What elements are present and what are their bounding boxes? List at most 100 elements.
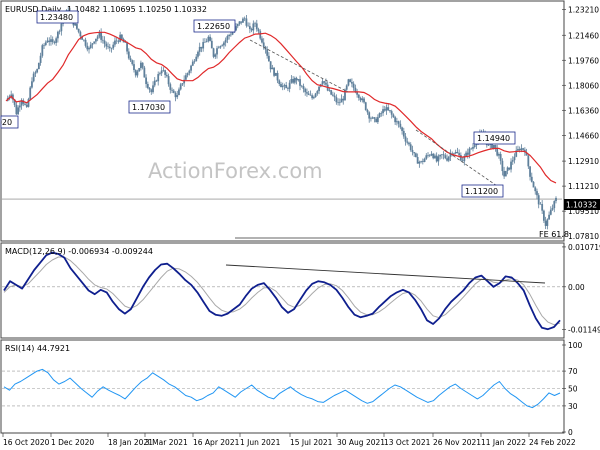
candle-body <box>195 56 198 62</box>
candle-body <box>226 36 229 40</box>
candle-body <box>306 92 308 94</box>
candle-body <box>202 42 205 49</box>
candle-body <box>207 36 210 42</box>
candle-body <box>60 23 63 32</box>
candle-body <box>420 161 422 162</box>
x-tick-label: 3 Mar 2021 <box>145 438 188 447</box>
candle-body <box>242 18 244 23</box>
annotation-low-2: 1.11200 <box>461 184 504 198</box>
price-y-axis: 1.23210 1.21460 1.19760 1.18060 1.16360 1.146… <box>562 6 599 241</box>
candle-body <box>518 149 521 151</box>
candle-body <box>162 70 165 71</box>
candle-body <box>378 113 381 118</box>
y-tick-label: 70 <box>568 367 578 376</box>
candle-body <box>440 154 443 155</box>
candle-body <box>411 149 414 153</box>
candle-body <box>37 62 40 70</box>
rsi-panel <box>0 339 565 434</box>
candle-body <box>492 145 495 149</box>
candle-body <box>546 219 549 226</box>
candle-body <box>333 95 336 98</box>
candle-body <box>549 209 552 215</box>
candle-body <box>361 98 364 101</box>
candle-body <box>271 67 274 70</box>
candle-body <box>15 104 18 115</box>
candle-body <box>98 32 101 37</box>
y-tick-label: 1.11210 <box>568 182 599 191</box>
candle-body <box>82 39 85 41</box>
annotation-low-1: 1.17030 <box>128 100 171 114</box>
watermark: ActionForex.com <box>148 159 323 183</box>
candle-body <box>470 148 473 150</box>
y-tick-label: 1.19760 <box>568 56 599 65</box>
y-tick-label: 0.00 <box>568 283 585 292</box>
candle-body <box>278 80 281 85</box>
candle-body <box>143 67 146 78</box>
candle-body <box>53 42 56 43</box>
candle-body <box>155 80 158 82</box>
candle-body <box>285 85 288 89</box>
macd-y-axis: 0.010719 0.00 -0.011499 <box>562 243 600 335</box>
candle-body <box>107 46 109 48</box>
moving-average-line <box>5 31 557 184</box>
candle-body <box>27 99 30 107</box>
candle-body <box>240 21 243 23</box>
candle-body <box>297 79 300 81</box>
candle-body <box>108 46 111 48</box>
candle-body <box>12 94 14 100</box>
x-tick-label: 26 Nov 2021 <box>433 438 481 447</box>
candle-body <box>13 99 16 105</box>
candle-body <box>283 85 286 86</box>
rsi-series <box>2 368 562 409</box>
candle-body <box>153 80 156 86</box>
candle-body <box>247 25 250 27</box>
candle-body <box>503 171 506 177</box>
macd-main-line <box>3 251 561 331</box>
trendline-down <box>249 39 349 93</box>
candle-body <box>221 45 224 47</box>
last-price-tag: 1.10332 <box>564 199 600 210</box>
candle-body <box>529 166 531 177</box>
candle-body <box>84 39 87 46</box>
candle-body <box>459 155 462 161</box>
candle-body <box>463 155 466 162</box>
x-tick-label: 1 Dec 2020 <box>51 438 94 447</box>
price-ohlc: 1.10482 1.10695 1.10250 1.10332 <box>67 5 207 14</box>
y-tick-label: 30 <box>568 402 578 411</box>
candle-body <box>472 146 474 149</box>
candle-body <box>95 38 97 42</box>
svg-text:1.17030: 1.17030 <box>132 103 165 112</box>
candle-body <box>309 94 312 96</box>
y-tick-label: 1.21460 <box>568 31 599 40</box>
y-tick-label: 50 <box>568 385 578 394</box>
candle-body <box>17 107 20 115</box>
macd-divergence-line <box>225 264 546 284</box>
candle-body <box>181 83 184 85</box>
candle-body <box>517 149 519 151</box>
y-tick-label: 1.23210 <box>568 6 599 15</box>
candle-body <box>363 98 365 103</box>
candle-body <box>191 61 194 66</box>
candle-body <box>110 47 113 49</box>
candle-body <box>117 40 120 42</box>
svg-text:1.16020: 1.16020 <box>0 118 12 127</box>
candle-body <box>261 38 263 43</box>
candle-body <box>344 89 346 101</box>
y-tick-label: 1.18060 <box>568 81 599 90</box>
candle-body <box>205 41 208 43</box>
annotation-high-1: 1.23480 <box>36 10 79 24</box>
candle-body <box>96 36 99 39</box>
candle-body <box>55 38 58 43</box>
x-tick-label: 24 Feb 2022 <box>529 438 576 447</box>
candle-body <box>461 160 464 162</box>
candle-body <box>138 68 141 72</box>
candle-body <box>525 152 528 156</box>
candle-body <box>337 102 339 103</box>
candle-body <box>349 79 352 82</box>
candle-body <box>368 112 371 119</box>
candle-body <box>126 42 128 52</box>
candle-body <box>427 155 429 156</box>
candle-body <box>314 93 317 98</box>
candle-body <box>20 100 23 106</box>
candle-body <box>515 150 518 157</box>
